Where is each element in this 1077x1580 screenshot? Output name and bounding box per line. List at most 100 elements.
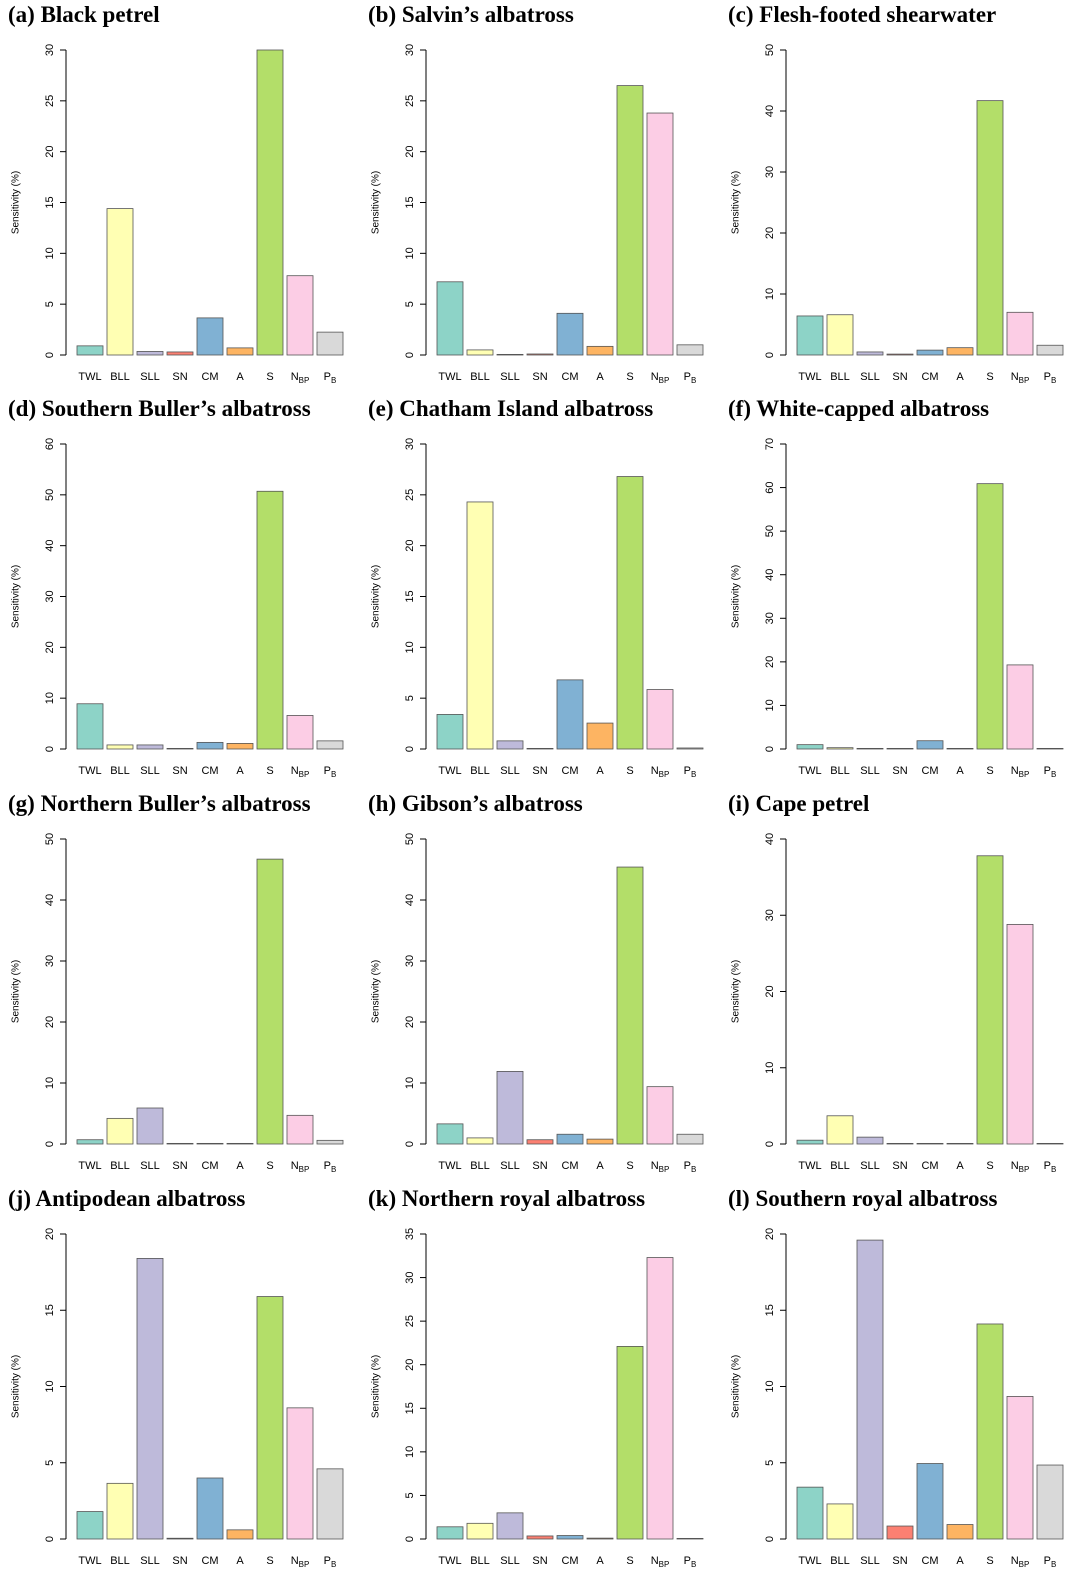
x-category-label-main: TWL — [438, 1555, 461, 1567]
x-category-label-main: A — [596, 765, 604, 777]
x-category-label-subscript: B — [691, 770, 696, 779]
x-category-label-main: BLL — [110, 371, 130, 383]
bar-sll — [856, 1239, 884, 1540]
bar-a — [226, 1529, 254, 1540]
chart-panel: (f) White-capped albatross 0 10 20 30 40 50 60 7… — [720, 394, 1077, 788]
bar-bll — [106, 1117, 134, 1145]
bar-s — [256, 49, 284, 356]
x-category-label-subscript: B — [1051, 1560, 1056, 1569]
x-category-label-main: N — [291, 1555, 299, 1567]
bar-sll — [136, 744, 164, 750]
y-tick-label: 10 — [44, 1077, 56, 1089]
bar-cm — [556, 679, 584, 750]
x-category-label-main: SN — [172, 371, 187, 383]
x-category-label-main: CM — [921, 765, 938, 777]
x-category-label-main: P — [684, 1160, 691, 1172]
x-category-label-main: TWL — [78, 1160, 101, 1172]
bar-s — [616, 476, 644, 750]
y-tick-label: 15 — [404, 590, 416, 602]
bar-p-b — [676, 1133, 704, 1145]
bar-p-b — [676, 344, 704, 356]
x-category-label-main: SN — [172, 1160, 187, 1172]
x-category-label-main: CM — [201, 371, 218, 383]
bar-a — [586, 1138, 614, 1145]
x-category-label-main: P — [684, 1555, 691, 1567]
x-category-label-main: SLL — [500, 765, 520, 777]
x-category-label-main: P — [1044, 1555, 1051, 1567]
x-category-label: SLL — [500, 765, 520, 777]
y-tick-label: 5 — [404, 301, 416, 307]
chart-title: (b) Salvin’s albatross — [368, 2, 574, 27]
bar-p-b — [316, 740, 344, 750]
bar-sll — [496, 1512, 524, 1540]
y-tick-label: 40 — [764, 569, 776, 581]
bar-bll — [106, 208, 134, 356]
x-category-label: A — [596, 1555, 604, 1567]
chart-panel: (h) Gibson’s albatross 0 10 20 30 40 50 Sensiti… — [360, 789, 719, 1183]
x-category-label-main: BLL — [470, 1160, 490, 1172]
y-tick-label: 10 — [764, 1062, 776, 1074]
y-tick-label: 0 — [44, 1141, 56, 1147]
x-category-label: CM — [921, 371, 938, 383]
bar-sll — [136, 1258, 164, 1540]
bar-n-bp — [646, 112, 674, 356]
x-category-label-main: N — [291, 1160, 299, 1172]
x-category-label: SLL — [500, 1160, 520, 1172]
y-tick-label: 0 — [404, 1141, 416, 1147]
x-category-label-main: A — [956, 1160, 964, 1172]
x-category-label-main: N — [1011, 1160, 1019, 1172]
bar-twl — [76, 345, 104, 356]
x-category-label: S — [986, 1555, 993, 1567]
x-category-label: NBP — [651, 765, 670, 779]
y-tick-label: 30 — [404, 955, 416, 967]
x-category-label: SLL — [140, 765, 160, 777]
bar-sn — [526, 1139, 554, 1145]
bar-cm — [556, 312, 584, 356]
x-category-label-main: CM — [561, 371, 578, 383]
y-tick-label: 25 — [404, 1315, 416, 1327]
y-tick-label: 0 — [764, 1536, 776, 1542]
y-tick-label: 5 — [764, 1460, 776, 1466]
x-category-label-subscript: BP — [1019, 1560, 1030, 1569]
bar-p-b — [1036, 344, 1064, 356]
y-tick-label: 20 — [764, 227, 776, 239]
bar-bll — [106, 744, 134, 750]
x-category-label: SLL — [860, 1555, 880, 1567]
x-category-label: PB — [684, 765, 697, 779]
x-category-label-main: SLL — [860, 1555, 880, 1567]
y-tick-label: 10 — [764, 1380, 776, 1392]
y-axis-title: Sensitivity (%) — [11, 171, 22, 234]
chart-title: (j) Antipodean albatross — [8, 1186, 246, 1211]
x-category-label-subscript: B — [691, 376, 696, 385]
x-category-label-main: N — [291, 765, 299, 777]
bar-s — [256, 490, 284, 750]
y-tick-label: 10 — [764, 699, 776, 711]
x-category-label: S — [986, 1160, 993, 1172]
x-category-label-main: P — [684, 765, 691, 777]
bar-n-bp — [1006, 664, 1034, 750]
x-category-label: A — [596, 1160, 604, 1172]
x-category-label: CM — [561, 1555, 578, 1567]
x-category-label-main: CM — [561, 1160, 578, 1172]
x-category-label: TWL — [438, 371, 461, 383]
bar-s — [616, 866, 644, 1145]
y-tick-label: 30 — [44, 955, 56, 967]
bar-bll — [466, 1522, 494, 1540]
x-category-label-main: CM — [201, 765, 218, 777]
chart-title: (f) White-capped albatross — [728, 396, 990, 421]
x-category-label-subscript: BP — [659, 1165, 670, 1174]
x-category-label: TWL — [438, 1555, 461, 1567]
x-category-label-main: SN — [532, 765, 547, 777]
x-category-label-main: S — [266, 1555, 273, 1567]
bar-n-bp — [646, 689, 674, 750]
bar-sll — [496, 740, 524, 750]
x-category-label-main: A — [956, 765, 964, 777]
x-category-label-subscript: B — [1051, 770, 1056, 779]
x-category-label: PB — [324, 1160, 337, 1174]
x-category-label-main: SN — [532, 371, 547, 383]
chart-panel: (d) Southern Buller’s albatross 0 10 20 30 40… — [0, 394, 359, 788]
bar-sn — [166, 747, 194, 750]
y-axis-title: Sensitivity (%) — [731, 171, 742, 234]
x-category-label-main: BLL — [110, 1555, 130, 1567]
x-category-label: PB — [684, 1160, 697, 1174]
